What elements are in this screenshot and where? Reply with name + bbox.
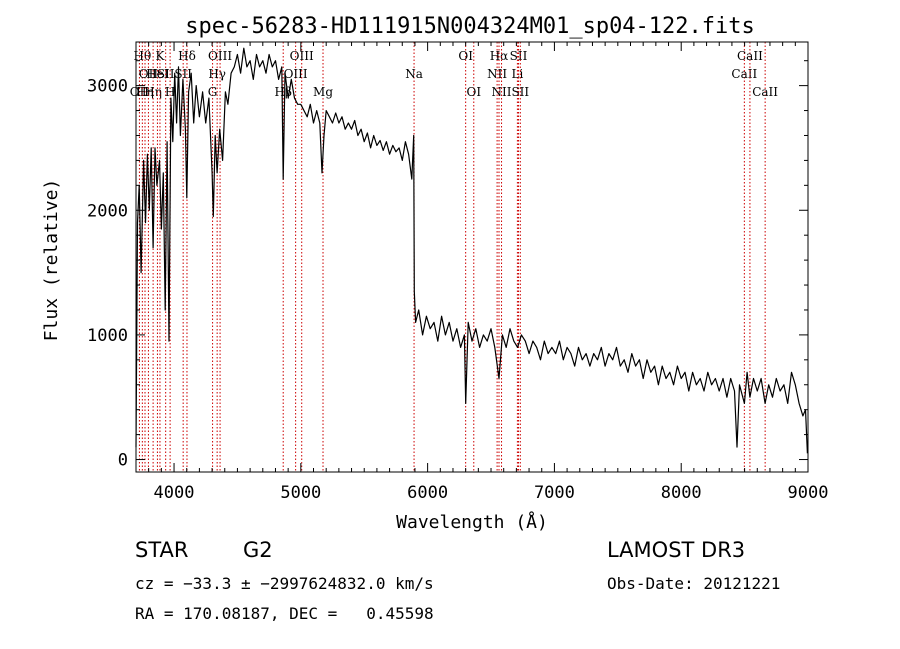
y-tick-label: 1000 bbox=[87, 326, 128, 346]
spectral-line-label: SII bbox=[157, 67, 175, 81]
x-tick-label: 5000 bbox=[280, 483, 321, 503]
spectral-line-label: OII bbox=[130, 85, 150, 99]
spectral-line-label: OIII bbox=[290, 49, 314, 63]
x-tick-label: 6000 bbox=[407, 483, 448, 503]
x-axis-label: Wavelength (Å) bbox=[396, 511, 548, 533]
spectral-line-label: Hη bbox=[144, 85, 162, 99]
ra-dec-coordinates: RA = 170.08187, DEC = 0.45598 bbox=[135, 604, 434, 623]
spectral-line-label: CaII bbox=[752, 85, 778, 99]
axis-ticks: 4000 5000 6000 7000 8000 9000 0 1000 2000 3000 bbox=[87, 42, 828, 503]
spectral-line-label: Li bbox=[511, 67, 523, 81]
spectral-line-label: Hθ bbox=[133, 49, 151, 63]
spectral-line-label: OI bbox=[466, 85, 481, 99]
spectral-line-label: SII bbox=[174, 67, 192, 81]
spectral-line-label: Na bbox=[405, 67, 423, 81]
y-axis-label: Flux (relative) bbox=[41, 179, 62, 342]
spectral-line-label: NII bbox=[487, 67, 507, 81]
redshift-velocity: cz = −33.3 ± −2997624832.0 km/s bbox=[135, 574, 434, 593]
y-tick-label: 0 bbox=[118, 451, 128, 471]
spectral-line-label: G bbox=[208, 85, 218, 99]
observation-date: Obs-Date: 20121221 bbox=[607, 574, 781, 593]
spectral-line-label: NII bbox=[492, 85, 512, 99]
spectral-line-label: OIII bbox=[208, 49, 232, 63]
spectrum-chart: spec-56283-HD111915N004324M01_sp04-122.f… bbox=[41, 14, 828, 533]
x-tick-label: 8000 bbox=[661, 483, 702, 503]
object-subclass: G2 bbox=[243, 538, 273, 562]
y-tick-label: 2000 bbox=[87, 201, 128, 221]
spectral-line-label: Hδ bbox=[178, 49, 196, 63]
survey-name: LAMOST DR3 bbox=[607, 538, 746, 562]
spectral-line-label: Hη bbox=[136, 85, 154, 99]
spectral-line-label: CaII bbox=[731, 67, 757, 81]
spectral-line-markers: OIIHθHηOIIHηHeIKSIIHSIIHδGHγOIIIHβOIIIOI… bbox=[130, 42, 778, 472]
spectral-line-label: OIII bbox=[284, 67, 308, 81]
spectral-line-label: H bbox=[165, 85, 175, 99]
spectral-line-label: CaII bbox=[737, 49, 763, 63]
spectral-line-label: SII bbox=[511, 85, 529, 99]
x-tick-label: 7000 bbox=[534, 483, 575, 503]
x-tick-label: 4000 bbox=[154, 483, 195, 503]
plot-frame bbox=[135, 41, 809, 473]
spectral-line-label: OI bbox=[458, 49, 473, 63]
spectral-line-label: HeI bbox=[146, 67, 169, 81]
spectral-line-label: Hγ bbox=[208, 67, 226, 81]
object-class: STAR bbox=[135, 538, 189, 562]
spectral-line-label: Mg bbox=[313, 85, 333, 99]
spectral-line-label: Hα bbox=[490, 49, 509, 63]
spectral-line-label: K bbox=[155, 49, 165, 63]
spectrum-line bbox=[135, 47, 808, 454]
chart-title: spec-56283-HD111915N004324M01_sp04-122.f… bbox=[185, 14, 755, 39]
y-tick-label: 3000 bbox=[87, 77, 128, 97]
spectral-line-label: SII bbox=[510, 49, 528, 63]
x-tick-label: 9000 bbox=[788, 483, 829, 503]
